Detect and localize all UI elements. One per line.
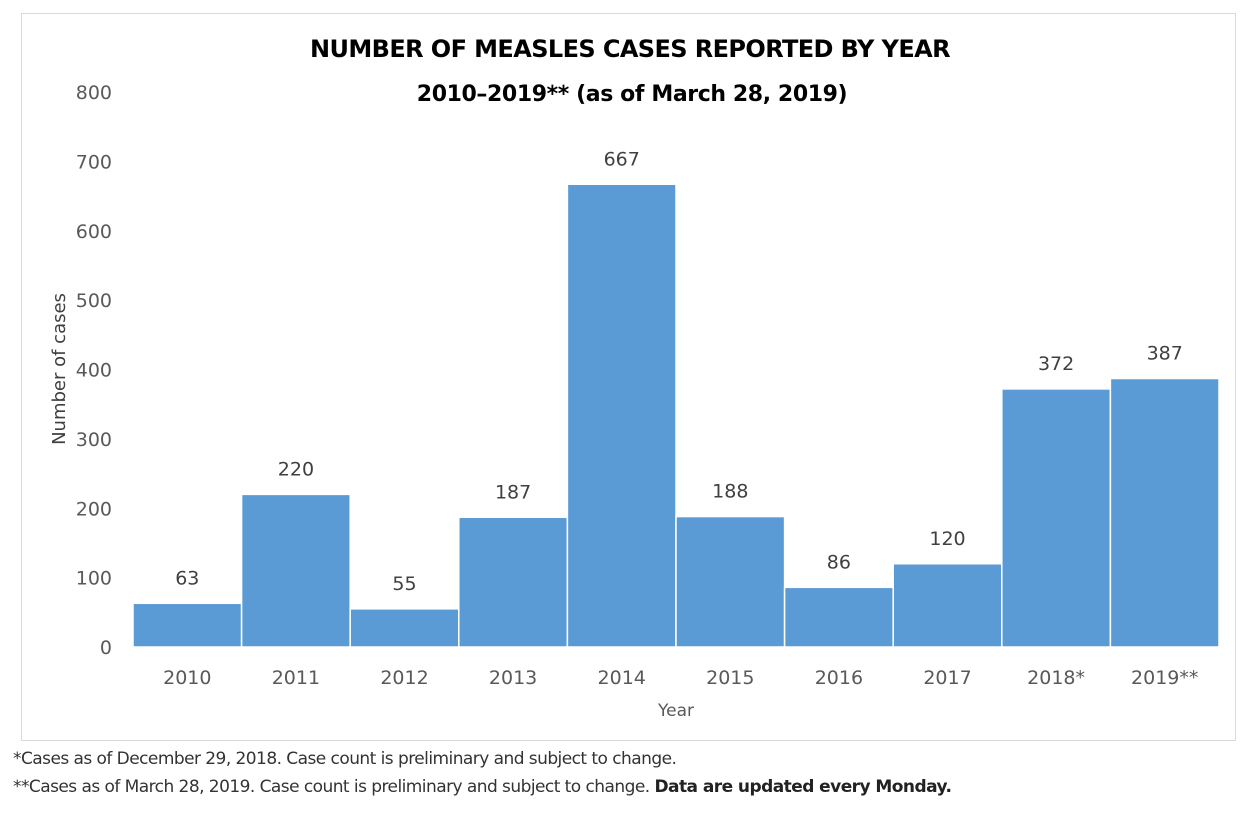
y-axis-ticks: 0 100 200 300 400 500 600 700 800 [76,82,112,659]
y-tick-label: 300 [76,429,112,451]
x-tick-label: 2016 [815,667,863,689]
chart-subtitle: 2010–2019** (as of March 28, 2019) [417,82,847,107]
y-tick-label: 800 [76,82,112,104]
data-label: 667 [604,148,640,170]
y-tick-label: 400 [76,360,112,382]
bar-2012 [349,608,460,648]
data-labels: 63 220 55 187 667 188 86 120 372 387 [175,148,1183,595]
footnotes: *Cases as of December 29, 2018. Case cou… [13,745,952,801]
bar-2015 [675,515,786,648]
data-label: 120 [929,528,965,550]
data-label: 372 [1038,353,1074,375]
x-tick-label: 2017 [923,667,971,689]
x-tick-label: 2013 [489,667,537,689]
bar-2010 [132,602,243,648]
x-tick-label: 2014 [598,667,646,689]
bar-chart: NUMBER OF MEASLES CASES REPORTED BY YEAR… [49,35,1220,721]
x-tick-label: 2010 [163,667,211,689]
y-tick-label: 500 [76,290,112,312]
y-tick-label: 100 [76,568,112,590]
x-tick-label: 2019** [1131,667,1198,689]
x-axis-ticks: 2010 2011 2012 2013 2014 2015 2016 2017 2018* 201… [163,667,1198,689]
x-axis-label: Year [657,701,694,721]
x-tick-label: 2011 [272,667,320,689]
y-tick-label: 600 [76,221,112,243]
data-label: 187 [495,481,531,503]
bar-2013 [458,516,569,648]
bar-2011 [240,493,351,648]
footnote-update-note: Data are updated every Monday. [654,777,952,797]
footnote-2018: *Cases as of December 29, 2018. Case cou… [13,749,677,769]
data-label: 220 [278,458,314,480]
data-label: 86 [827,551,851,573]
bars [132,183,1220,648]
y-tick-label: 0 [100,637,112,659]
data-label: 55 [392,573,416,595]
y-tick-label: 700 [76,151,112,173]
chart-title: NUMBER OF MEASLES CASES REPORTED BY YEAR [310,35,950,63]
footnote-2019-text: **Cases as of March 28, 2019. Case count… [13,777,655,797]
y-axis-label: Number of cases [49,293,70,445]
x-tick-label: 2018* [1027,667,1085,689]
x-tick-label: 2012 [380,667,428,689]
y-tick-label: 200 [76,498,112,520]
bar-2018 [1001,388,1112,648]
bar-2014 [566,183,677,648]
data-label: 188 [712,481,748,503]
bar-2019 [1109,377,1220,648]
data-label: 387 [1147,343,1183,365]
bar-2016 [783,586,894,648]
bar-2017 [892,563,1003,648]
x-tick-label: 2015 [706,667,754,689]
data-label: 63 [175,567,199,589]
footnote-2019: **Cases as of March 28, 2019. Case count… [13,773,952,801]
